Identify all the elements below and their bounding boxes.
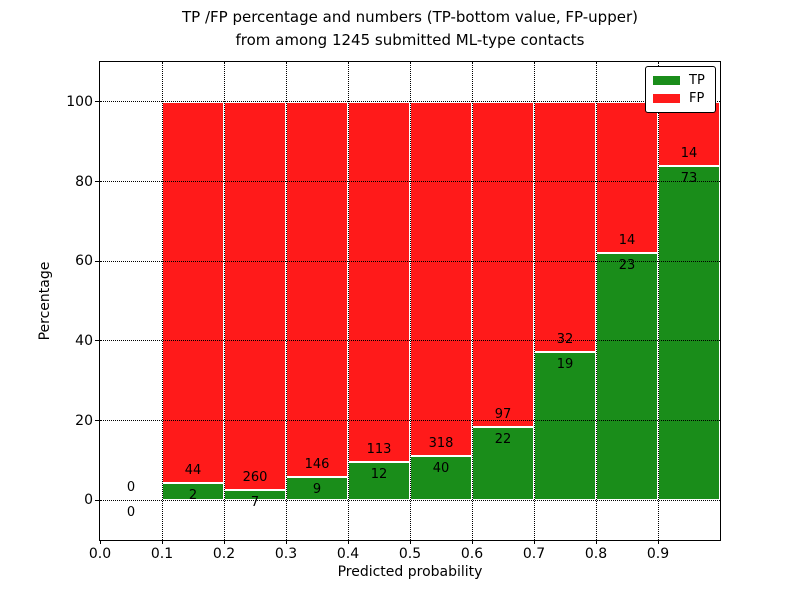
v-gridline: [347, 62, 349, 540]
chart-title-line1: TP /FP percentage and numbers (TP-bottom…: [182, 8, 638, 26]
fp-count-label: 146: [304, 457, 330, 473]
fp-count-label: 318: [428, 435, 454, 451]
y-tick-mark: [95, 340, 99, 342]
y-tick-label: 20: [75, 412, 93, 429]
tp-legend-swatch: [653, 76, 680, 85]
x-tick-mark: [285, 540, 287, 544]
fp-count-label: 0: [126, 480, 136, 496]
x-tick-label: 0.1: [150, 546, 174, 562]
y-tick-mark: [95, 181, 99, 182]
x-tick-label: 0.5: [398, 546, 422, 562]
tp-legend-label: TP: [689, 73, 705, 88]
fp-count-label: 260: [242, 469, 268, 485]
x-tick-label: 0.8: [584, 546, 608, 562]
x-tick-label: 0.7: [522, 546, 546, 562]
chart-title-line2: from among 1245 submitted ML-type contac…: [235, 31, 585, 49]
tp-count-label: 73: [680, 170, 698, 186]
tp-count-label: 2: [188, 487, 198, 503]
v-gridline: [533, 62, 535, 540]
fp-bar-segment: [162, 101, 224, 483]
tp-count-label: 23: [618, 257, 636, 273]
x-tick-label: 0.3: [274, 546, 298, 562]
tp-count-label: 0: [126, 505, 136, 521]
tp-count-label: 22: [494, 431, 512, 447]
v-gridline: [285, 62, 287, 540]
y-tick-mark: [95, 499, 99, 501]
fp-bar-segment: [472, 101, 534, 427]
fp-count-label: 97: [494, 406, 512, 422]
y-tick-label: 60: [75, 253, 93, 270]
chart-title: TP /FP percentage and numbers (TP-bottom…: [100, 6, 720, 52]
x-tick-label: 0.9: [646, 546, 670, 562]
tp-bar-segment: [534, 351, 596, 501]
tp-count-label: 40: [432, 460, 450, 476]
fp-legend-swatch: [653, 94, 680, 103]
x-tick-label: 0.4: [336, 546, 360, 562]
tp-bar-segment: [658, 165, 720, 501]
v-gridline: [471, 62, 473, 540]
y-tick-label: 40: [75, 332, 93, 349]
fp-bar-segment: [410, 101, 472, 456]
fp-count-label: 14: [680, 145, 698, 161]
v-gridline: [409, 62, 411, 540]
tp-count-label: 12: [370, 466, 388, 482]
fp-bar-segment: [596, 101, 658, 253]
legend-item-tp: TP: [653, 74, 708, 87]
y-tick-mark: [95, 260, 99, 262]
legend-item-fp: FP: [653, 92, 708, 105]
fp-bar-segment: [224, 101, 286, 490]
x-tick-label: 0.6: [460, 546, 484, 562]
x-tick-mark: [471, 540, 473, 544]
x-tick-mark: [347, 540, 349, 544]
fp-bar-segment: [348, 101, 410, 462]
fp-count-label: 44: [184, 462, 202, 478]
x-tick-mark: [99, 540, 101, 544]
x-tick-mark: [657, 540, 659, 544]
v-gridline: [223, 62, 225, 540]
x-tick-mark: [161, 540, 163, 544]
y-tick-label: 100: [66, 93, 93, 110]
fp-count-label: 32: [556, 331, 574, 347]
v-gridline: [657, 62, 659, 540]
y-axis-label: Percentage: [37, 261, 53, 341]
x-tick-mark: [595, 540, 597, 544]
tp-count-label: 19: [556, 356, 574, 372]
tp-count-label: 9: [312, 482, 322, 498]
y-tick-label: 0: [84, 492, 93, 509]
y-tick-mark: [95, 420, 99, 421]
fp-bar-segment: [534, 101, 596, 352]
tp-count-label: 7: [250, 494, 260, 510]
fp-legend-label: FP: [689, 91, 705, 106]
y-tick-label: 80: [75, 173, 93, 190]
fp-count-label: 113: [366, 441, 392, 457]
v-gridline: [595, 62, 597, 540]
x-tick-label: 0.2: [212, 546, 236, 562]
x-tick-mark: [533, 540, 535, 544]
plot-area: 0 0 44 2 260 7 146 9 113 12 318 40 97 22 32 19 14 23 14 73: [95, 61, 721, 544]
tp-bar-segment: [596, 252, 658, 501]
x-tick-mark: [409, 540, 411, 544]
tp-bar-segment: [348, 461, 410, 501]
x-tick-mark: [223, 540, 225, 544]
fp-count-label: 14: [618, 232, 636, 248]
x-tick-label: 0.0: [88, 546, 112, 562]
y-tick-mark: [95, 101, 99, 103]
v-gridline: [161, 62, 163, 540]
x-axis-label: Predicted probability: [337, 564, 483, 580]
legend: TP FP: [645, 66, 716, 113]
